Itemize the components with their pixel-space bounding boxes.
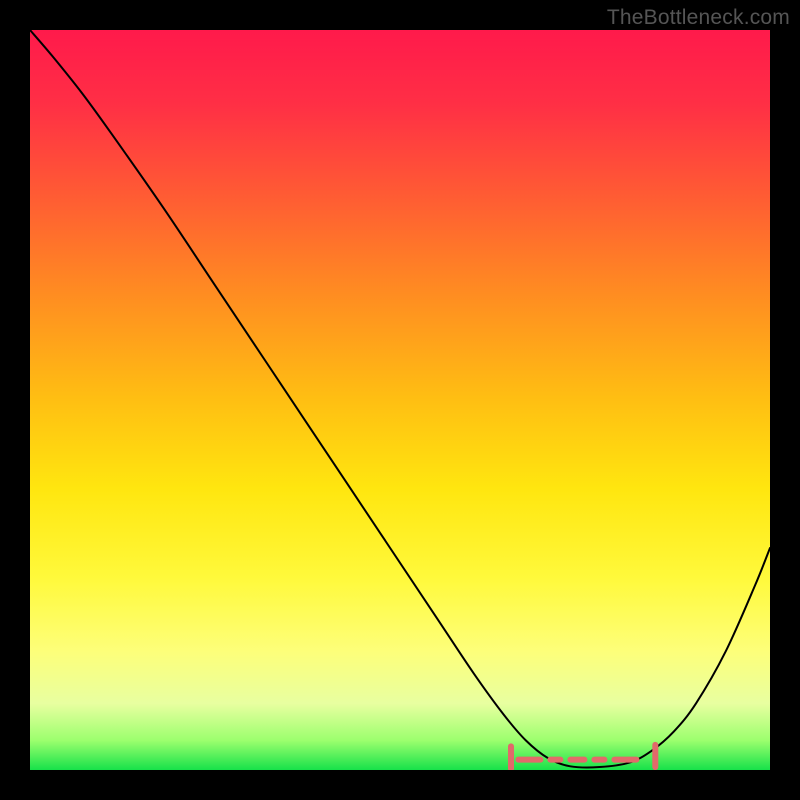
watermark-text: TheBottleneck.com [607,6,790,30]
chart-plot-area [30,30,770,770]
bottleneck-curve-chart [30,30,770,770]
